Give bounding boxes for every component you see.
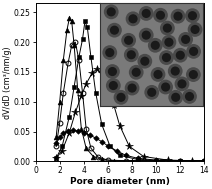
Y-axis label: dV/dD (cm³/nm/g): dV/dD (cm³/nm/g) (3, 46, 13, 119)
X-axis label: Pore diameter (nm): Pore diameter (nm) (70, 177, 170, 186)
